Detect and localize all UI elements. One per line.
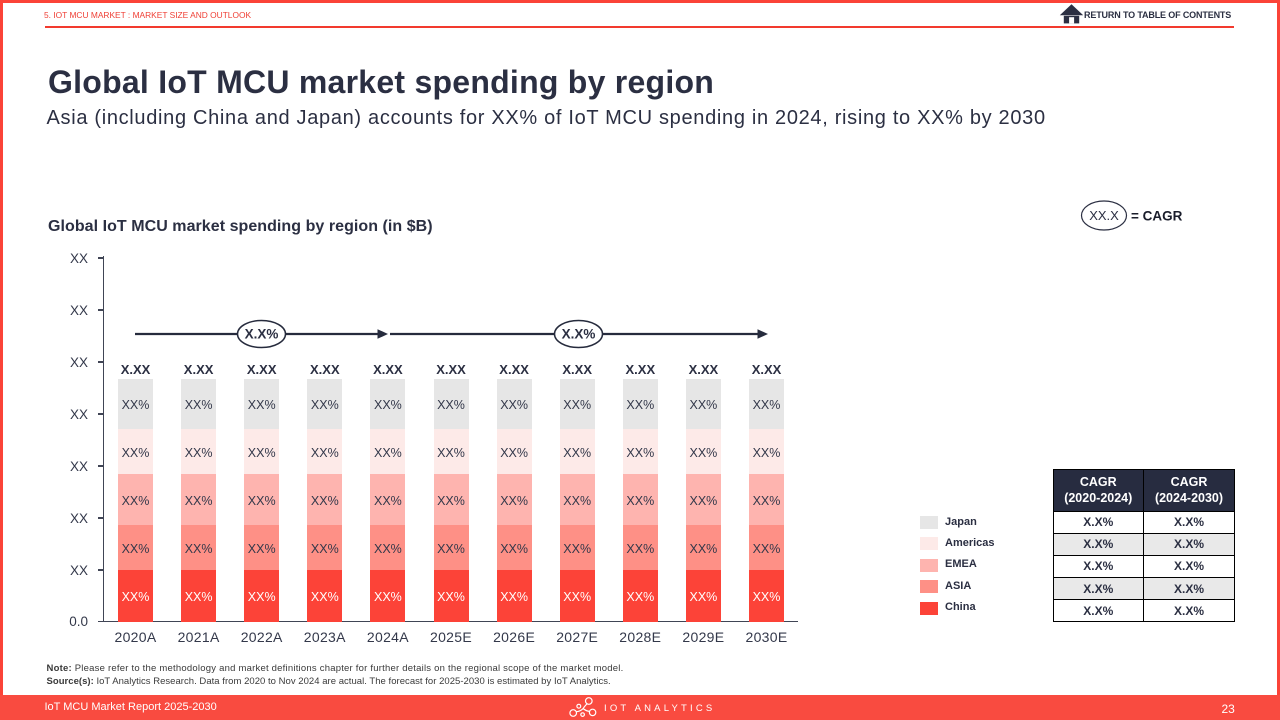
- svg-text:X.X%: X.X%: [245, 327, 279, 342]
- svg-text:XX.X: XX.X: [1089, 208, 1119, 223]
- svg-text:X.X%: X.X%: [562, 327, 596, 342]
- svg-text:= CAGR: = CAGR: [1131, 209, 1183, 224]
